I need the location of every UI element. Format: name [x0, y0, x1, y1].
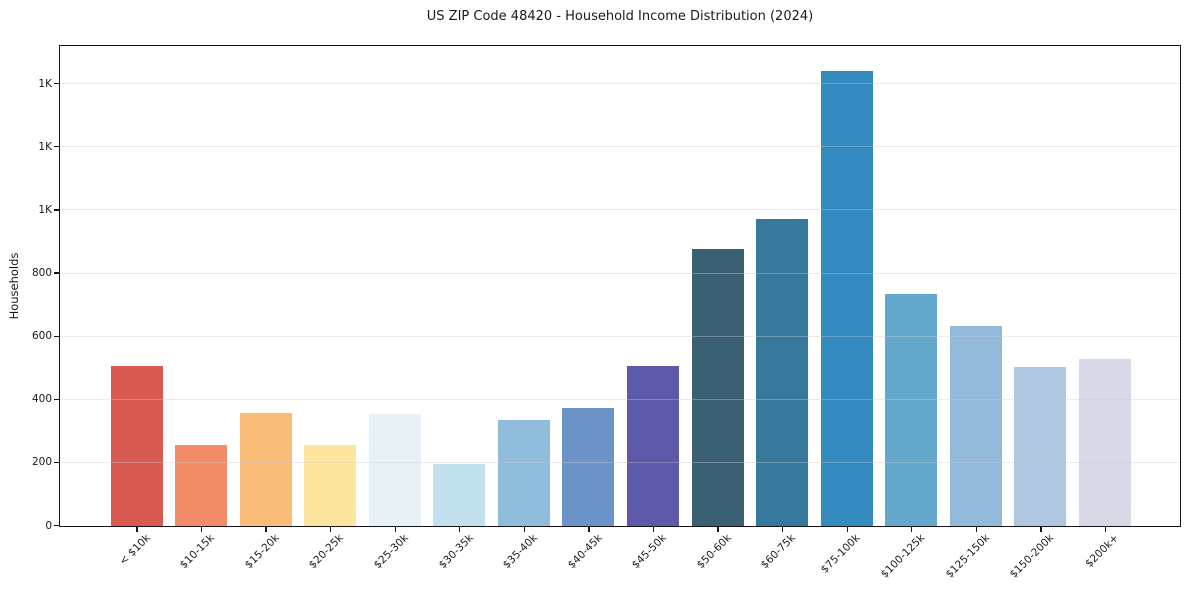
x-tick-label-5: $25-30k	[371, 532, 411, 572]
x-tick-label-1: < $10k	[116, 532, 153, 568]
gridline-200	[60, 461, 1180, 463]
x-tick-label-11: $60-75k	[759, 532, 799, 572]
x-tick-mark	[330, 527, 332, 532]
y-tick-label: 0	[45, 519, 52, 532]
x-tick-mark	[975, 527, 978, 532]
x-tick-mark	[265, 527, 267, 532]
x-tick-label-14: $125-150k	[943, 532, 992, 581]
chart-title: US ZIP Code 48420 - Household Income Dis…	[426, 9, 814, 24]
x-tick-mark	[846, 527, 848, 532]
x-tick-mark	[1104, 527, 1107, 532]
bars-layer	[60, 46, 1180, 526]
gridline-600	[60, 335, 1180, 337]
x-tick-mark	[717, 527, 719, 532]
y-tick-label: 600	[31, 330, 52, 343]
gridline-400	[60, 398, 1180, 400]
bar-9	[627, 366, 680, 526]
x-tick-label-10: $50-60k	[694, 532, 734, 572]
bar-12	[820, 71, 873, 526]
x-tick-label-16: $200k+	[1083, 532, 1122, 570]
x-tick-mark	[1040, 527, 1042, 532]
x-tick-mark	[394, 527, 396, 532]
y-tick-mark	[54, 461, 59, 463]
gridlines-layer	[60, 46, 1180, 526]
y-tick-label: 400	[31, 393, 52, 406]
bar-13	[885, 294, 938, 526]
bar-8	[562, 407, 615, 526]
y-tick-mark	[54, 335, 59, 337]
x-tick-label-4: $20-25k	[307, 532, 347, 572]
gridline-1400	[60, 83, 1180, 85]
y-tick-label: 1K	[38, 140, 52, 153]
y-tick-mark	[54, 146, 59, 148]
y-tick-mark	[54, 272, 59, 274]
bar-16	[1079, 359, 1132, 526]
y-tick-label: 200	[31, 456, 52, 469]
bar-11	[756, 218, 809, 526]
bar-7	[497, 419, 550, 526]
bar-4	[304, 444, 357, 526]
x-tick-label-8: $40-45k	[565, 532, 605, 572]
bar-3	[239, 412, 292, 526]
y-tick-label: 1K	[38, 203, 52, 216]
gridline-1000	[60, 209, 1180, 211]
bar-6	[433, 464, 486, 526]
x-tick-mark	[459, 527, 461, 532]
plot-area	[59, 45, 1181, 527]
gridline-800	[60, 272, 1180, 274]
gridline-1200	[60, 146, 1180, 148]
x-tick-label-15: $150-200k	[1007, 532, 1057, 581]
bar-14	[949, 325, 1002, 526]
bar-10	[691, 248, 744, 526]
y-tick-mark	[54, 83, 59, 85]
x-tick-mark	[588, 527, 590, 532]
x-tick-label-3: $15-20k	[242, 532, 282, 572]
y-axis-label: Households	[7, 252, 21, 320]
x-tick-mark	[782, 527, 784, 532]
y-tick-mark	[54, 209, 59, 211]
bar-15	[1014, 367, 1067, 526]
y-tick-label: 1K	[38, 77, 52, 90]
y-tick-mark	[54, 524, 59, 527]
x-tick-label-2: $10-15k	[177, 532, 218, 572]
x-tick-mark	[136, 527, 138, 532]
x-tick-label-6: $30-35k	[436, 532, 476, 572]
x-tick-label-7: $35-40k	[500, 532, 540, 572]
x-tick-mark	[200, 527, 203, 532]
x-tick-mark	[652, 527, 655, 532]
bar-1	[110, 366, 163, 526]
bar-5	[368, 413, 421, 526]
x-tick-mark	[911, 527, 913, 532]
x-tick-label-12: $75-100k	[818, 532, 863, 576]
x-tick-label-13: $100-125k	[878, 532, 928, 581]
x-tick-mark	[523, 527, 526, 532]
bar-2	[175, 444, 228, 526]
x-tick-label-9: $45-50k	[629, 532, 670, 572]
y-tick-mark	[54, 398, 59, 400]
y-tick-label: 800	[31, 267, 52, 280]
